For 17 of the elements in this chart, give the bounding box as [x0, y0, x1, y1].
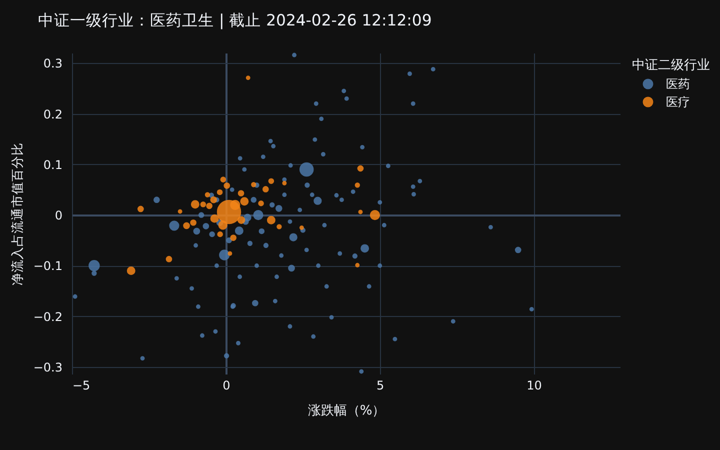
y-tick-label: 0.3 [43, 56, 62, 71]
y-tick-label: −0.3 [33, 360, 62, 374]
x-tick-label: 0 [222, 378, 230, 392]
y-tick-label: −0.1 [33, 259, 62, 274]
y-tick-label: −0.2 [33, 310, 62, 324]
legend-title: 中证二级行业 [632, 58, 710, 73]
legend-label: 医疗 [666, 95, 690, 109]
y-tick-label: 0.1 [43, 158, 62, 172]
x-axis-title: 涨跌幅（%） [308, 404, 386, 418]
chart-title: 中证一级行业：医药卫生 | 截止 2024-02-26 12:12:09 [38, 11, 432, 30]
y-axis-title: 净流入占流通市值百分比 [9, 142, 24, 286]
x-tick-label: 10 [526, 378, 542, 392]
y-tick-label: 0.2 [43, 107, 62, 122]
y-tick-label: 0 [54, 208, 62, 223]
legend-label: 医药 [666, 77, 690, 91]
x-tick-label: 5 [376, 378, 384, 392]
x-tick-label: −5 [72, 378, 90, 392]
